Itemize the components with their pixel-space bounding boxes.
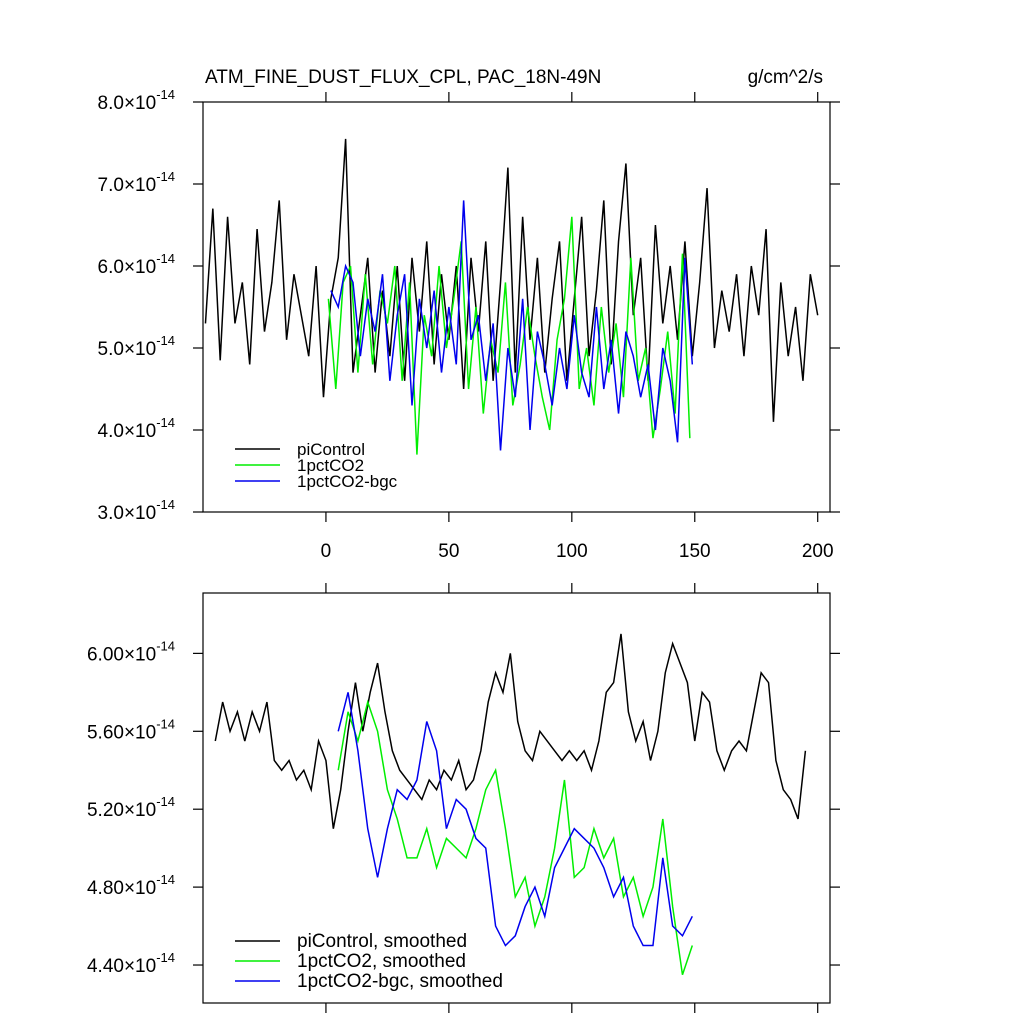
plot: 4.40×10-144.80×10-145.20×10-145.60×10-14… xyxy=(87,583,840,1013)
x-tick-label: 0 xyxy=(321,541,332,562)
legend-label: 1pctCO2, smoothed xyxy=(297,951,466,972)
y-tick-exponent: -14 xyxy=(156,333,175,348)
y-tick-exponent: -14 xyxy=(156,872,175,887)
plot-frame xyxy=(202,592,831,1004)
y-tick-mantissa: 5.20×10 xyxy=(87,800,156,821)
legend-label: 1pctCO2 xyxy=(297,456,364,475)
y-tick-label: 3.0×10-14 xyxy=(98,497,175,524)
legend-label: 1pctCO2-bgc xyxy=(297,472,398,491)
series-line xyxy=(330,200,694,451)
legend-label: 1pctCO2-bgc, smoothed xyxy=(297,971,503,992)
x-tick-label: 150 xyxy=(679,541,711,562)
plot: ATM_FINE_DUST_FLUX_CPL, PAC_18N-49N g/cm^… xyxy=(98,67,840,562)
y-tick-mantissa: 6.00×10 xyxy=(87,644,156,665)
y-tick-label: 5.20×10-14 xyxy=(87,794,175,821)
y-tick-exponent: -14 xyxy=(156,716,175,731)
y-tick-label: 8.0×10-14 xyxy=(98,87,175,114)
y-tick-mantissa: 4.40×10 xyxy=(87,956,156,977)
y-tick-mantissa: 8.0×10 xyxy=(98,93,157,114)
y-tick-label: 5.0×10-14 xyxy=(98,333,175,360)
series-line xyxy=(204,138,819,422)
plot-frame xyxy=(202,101,831,513)
series-line xyxy=(214,633,807,829)
y-tick-exponent: -14 xyxy=(156,794,175,809)
y-tick-label: 7.0×10-14 xyxy=(98,169,175,196)
y-tick-label: 6.00×10-14 xyxy=(87,638,175,665)
y-tick-mantissa: 5.60×10 xyxy=(87,722,156,743)
y-tick-exponent: -14 xyxy=(156,169,175,184)
chart-title: ATM_FINE_DUST_FLUX_CPL, PAC_18N-49N xyxy=(205,67,601,88)
x-tick-label: 100 xyxy=(556,541,588,562)
series-line xyxy=(337,692,693,947)
series-line xyxy=(337,699,694,975)
y-tick-label: 5.60×10-14 xyxy=(87,716,175,743)
y-tick-exponent: -14 xyxy=(156,638,175,653)
units-label: g/cm^2/s xyxy=(748,67,823,88)
y-tick-mantissa: 5.0×10 xyxy=(98,339,157,360)
y-tick-mantissa: 7.0×10 xyxy=(98,175,157,196)
y-tick-label: 4.80×10-14 xyxy=(87,872,175,899)
legend-label: piControl, smoothed xyxy=(297,931,467,952)
y-tick-exponent: -14 xyxy=(156,497,175,512)
y-tick-mantissa: 4.80×10 xyxy=(87,878,156,899)
y-tick-mantissa: 3.0×10 xyxy=(98,503,157,524)
y-tick-mantissa: 6.0×10 xyxy=(98,257,157,278)
series-line xyxy=(327,216,691,455)
y-tick-exponent: -14 xyxy=(156,251,175,266)
y-tick-mantissa: 4.0×10 xyxy=(98,421,157,442)
x-tick-label: 50 xyxy=(438,541,459,562)
y-tick-exponent: -14 xyxy=(156,87,175,102)
x-tick-label: 200 xyxy=(802,541,834,562)
y-tick-exponent: -14 xyxy=(156,950,175,965)
y-tick-label: 4.40×10-14 xyxy=(87,950,175,977)
legend-label: piControl xyxy=(297,440,365,459)
y-tick-label: 4.0×10-14 xyxy=(98,415,175,442)
y-tick-label: 6.0×10-14 xyxy=(98,251,175,278)
y-tick-exponent: -14 xyxy=(156,415,175,430)
